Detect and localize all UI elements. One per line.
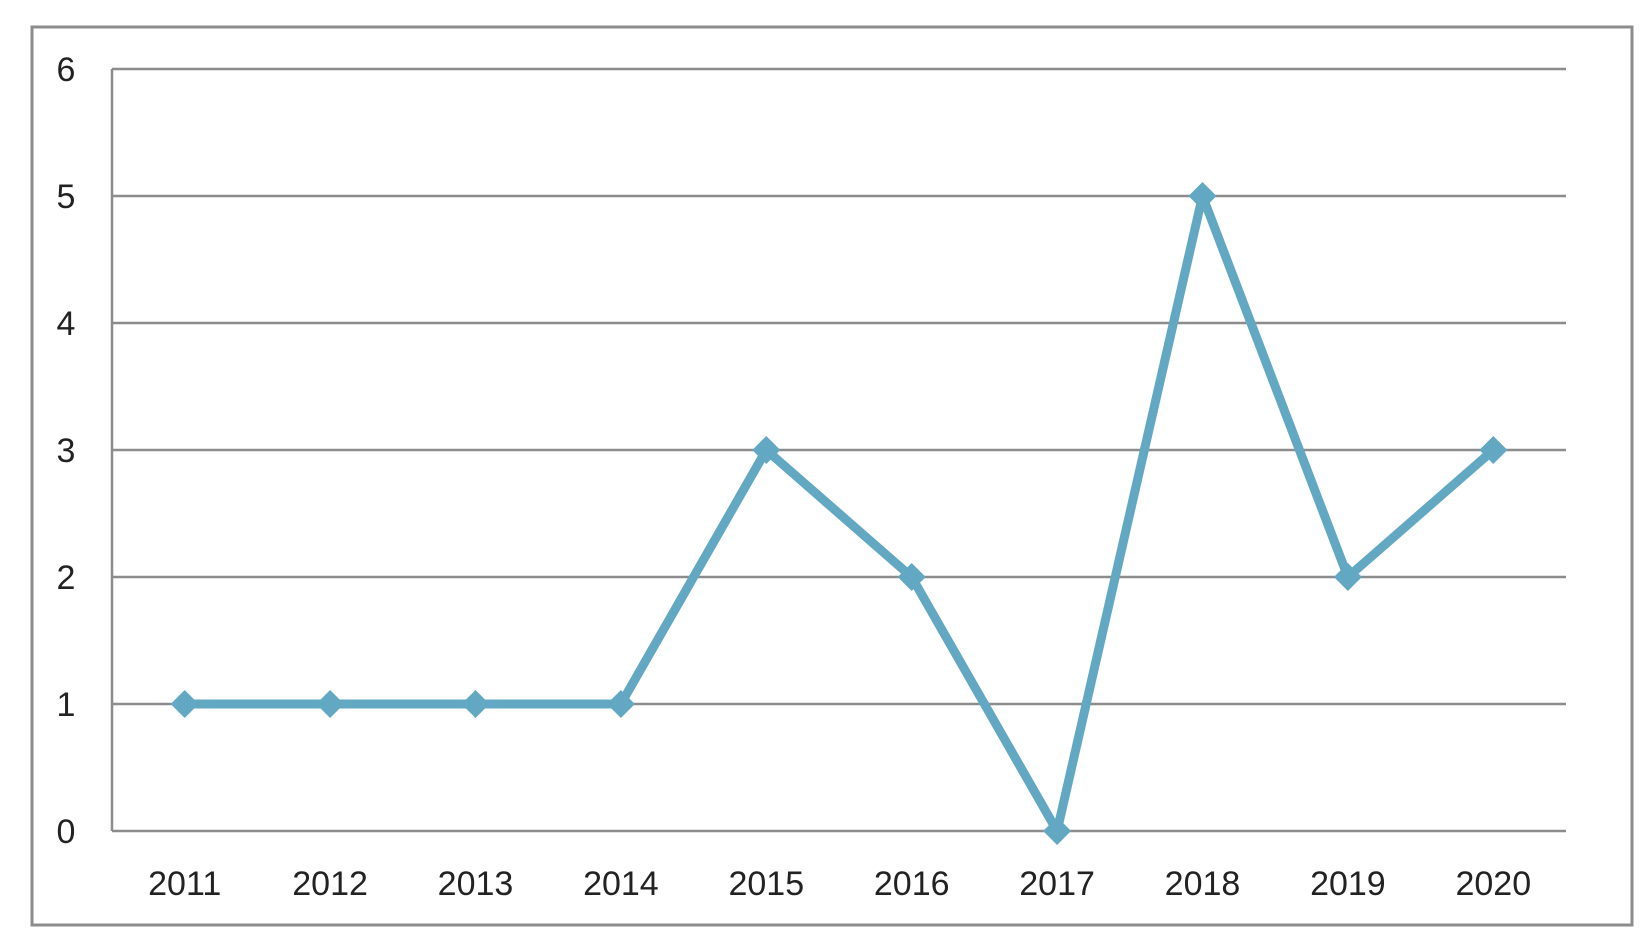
x-tick-label: 2013 (438, 865, 514, 903)
data-point-2014 (606, 690, 635, 718)
y-tick-label: 1 (57, 686, 76, 724)
data-point-2016 (897, 563, 926, 591)
data-point-2020 (1479, 436, 1508, 464)
y-tick-label: 6 (57, 51, 76, 89)
x-tick-label: 2017 (1019, 865, 1095, 903)
y-tick-label: 2 (57, 559, 76, 597)
x-tick-label: 2012 (292, 865, 368, 903)
x-tick-label: 2019 (1310, 865, 1386, 903)
x-tick-label: 2014 (583, 865, 659, 903)
x-tick-label: 2020 (1455, 865, 1531, 903)
data-point-2018 (1188, 182, 1217, 210)
data-point-2015 (752, 436, 781, 464)
data-point-2019 (1333, 563, 1362, 591)
series-line-0 (180, 191, 1498, 836)
x-tick-label: 2015 (728, 865, 804, 903)
x-tick-label: 2011 (148, 865, 221, 903)
chart-frame (30, 25, 1634, 927)
data-point-2011 (170, 690, 199, 718)
series-layer (170, 182, 1508, 845)
x-tick-label: 2018 (1165, 865, 1241, 903)
y-tick-label: 0 (57, 813, 76, 851)
y-tick-label: 3 (57, 432, 76, 470)
y-axis-tick-labels: 0 1 2 3 4 5 6 (57, 51, 76, 851)
x-tick-label: 2016 (874, 865, 950, 903)
data-point-2012 (316, 690, 345, 718)
x-axis-tick-labels: 2011 2012 2013 2014 2015 2016 2017 2018 2019 2020 (148, 865, 1531, 903)
data-point-2017 (1043, 817, 1072, 845)
y-tick-label: 5 (57, 178, 76, 216)
data-point-2013 (461, 690, 490, 718)
y-tick-label: 4 (57, 305, 76, 343)
